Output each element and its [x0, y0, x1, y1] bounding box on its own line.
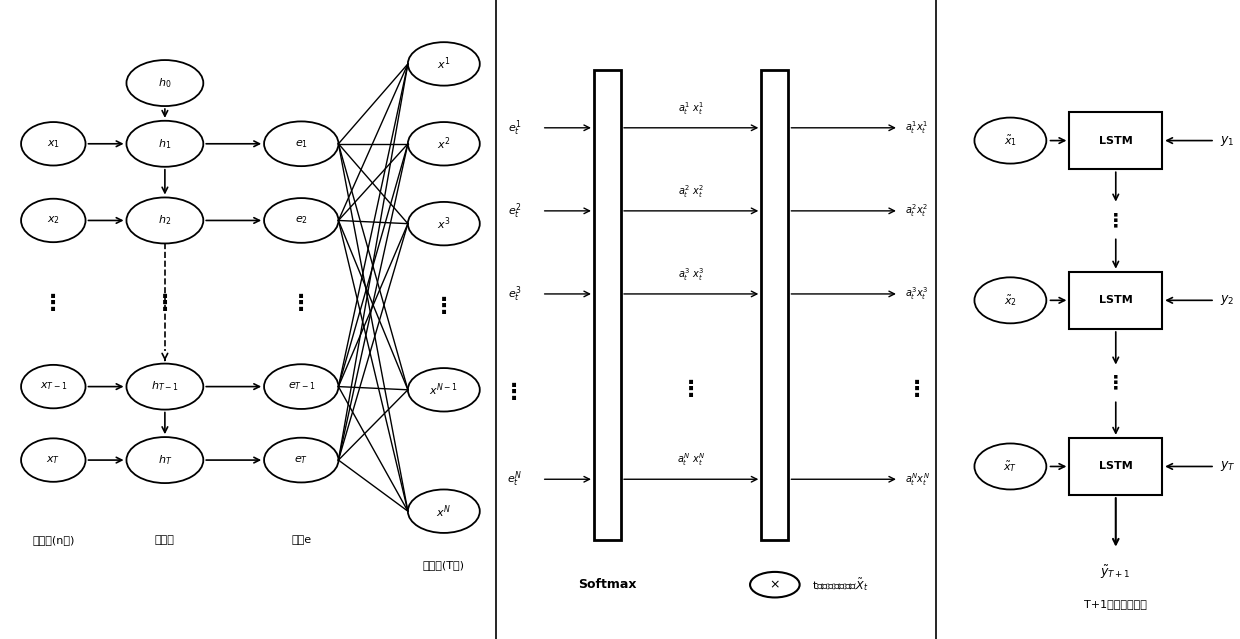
Text: $e_2$: $e_2$: [295, 215, 308, 226]
Text: ⋮: ⋮: [1106, 211, 1126, 230]
Text: $x_2$: $x_2$: [47, 215, 60, 226]
Text: $e_t^N$: $e_t^N$: [507, 470, 522, 489]
Text: $a_t^Nx_t^N$: $a_t^Nx_t^N$: [905, 471, 930, 488]
Text: $\tilde{y}_{T+1}$: $\tilde{y}_{T+1}$: [1100, 563, 1131, 581]
Text: $y_1$: $y_1$: [1220, 134, 1234, 148]
Text: LSTM: LSTM: [1099, 461, 1132, 472]
Text: $x^2$: $x^2$: [436, 135, 450, 152]
Text: $e_T$: $e_T$: [294, 454, 309, 466]
Text: $e_t^1$: $e_t^1$: [507, 118, 521, 137]
Text: $a_t^N$ $x_t^N$: $a_t^N$ $x_t^N$: [677, 452, 706, 468]
Text: ×: ×: [770, 578, 780, 591]
Text: ⋮: ⋮: [290, 293, 312, 314]
Text: 输入层(n维): 输入层(n维): [32, 535, 74, 545]
Bar: [594, 70, 621, 540]
Text: $h_1$: $h_1$: [159, 137, 171, 151]
Text: $e_t^3$: $e_t^3$: [507, 284, 521, 304]
Text: LSTM: LSTM: [1099, 295, 1132, 305]
Text: $x^{N-1}$: $x^{N-1}$: [429, 381, 459, 398]
Text: t时刻的新输入値$\tilde{X}_t$: t时刻的新输入値$\tilde{X}_t$: [812, 576, 868, 593]
Text: $a_t^3x_t^3$: $a_t^3x_t^3$: [905, 286, 929, 302]
Text: 隐藏层: 隐藏层: [155, 535, 175, 545]
Text: ⋮: ⋮: [503, 383, 526, 403]
Text: $e_1$: $e_1$: [295, 138, 308, 150]
Text: ⋮: ⋮: [42, 293, 64, 314]
Text: $y_2$: $y_2$: [1220, 293, 1234, 307]
Bar: [1069, 112, 1162, 169]
Text: $\tilde{x}_T$: $\tilde{x}_T$: [1003, 459, 1018, 474]
Text: $x^1$: $x^1$: [436, 56, 450, 72]
Text: $h_0$: $h_0$: [159, 76, 171, 90]
Text: T+1时刻的预测値: T+1时刻的预测値: [1084, 599, 1147, 609]
Text: Softmax: Softmax: [578, 578, 636, 591]
Text: $h_2$: $h_2$: [159, 213, 171, 227]
Text: $\tilde{x}_1$: $\tilde{x}_1$: [1004, 133, 1017, 148]
Bar: [761, 70, 789, 540]
Text: ⋮: ⋮: [680, 380, 702, 400]
Text: $x_{T-1}$: $x_{T-1}$: [40, 381, 67, 392]
Text: ⋮: ⋮: [433, 296, 455, 317]
Text: 计算e: 计算e: [291, 535, 311, 545]
Text: ⋮: ⋮: [1106, 374, 1126, 393]
Bar: [1069, 438, 1162, 495]
Text: $x_T$: $x_T$: [46, 454, 61, 466]
Text: $\tilde{x}_2$: $\tilde{x}_2$: [1004, 293, 1017, 308]
Text: $e_{T-1}$: $e_{T-1}$: [288, 381, 315, 392]
Text: $x^3$: $x^3$: [436, 215, 450, 232]
Text: $a_t^2$ $x_t^2$: $a_t^2$ $x_t^2$: [678, 183, 704, 200]
Text: $x^N$: $x^N$: [436, 503, 451, 520]
Text: $x_1$: $x_1$: [47, 138, 60, 150]
Text: 输入层(T维): 输入层(T维): [423, 560, 465, 571]
Text: ⋮: ⋮: [154, 293, 176, 314]
Text: $a_t^2x_t^2$: $a_t^2x_t^2$: [905, 203, 928, 219]
Text: $a_t^1x_t^1$: $a_t^1x_t^1$: [905, 119, 928, 136]
Text: $e_t^2$: $e_t^2$: [507, 201, 521, 220]
Text: $y_T$: $y_T$: [1220, 459, 1235, 473]
Text: $a_t^3$ $x_t^3$: $a_t^3$ $x_t^3$: [678, 266, 704, 283]
Bar: [1069, 272, 1162, 329]
Text: $h_{T-1}$: $h_{T-1}$: [151, 380, 179, 394]
Text: $h_T$: $h_T$: [157, 453, 172, 467]
Text: ⋮: ⋮: [906, 380, 929, 400]
Text: LSTM: LSTM: [1099, 135, 1132, 146]
Text: $a_t^1$ $x_t^1$: $a_t^1$ $x_t^1$: [678, 100, 704, 117]
